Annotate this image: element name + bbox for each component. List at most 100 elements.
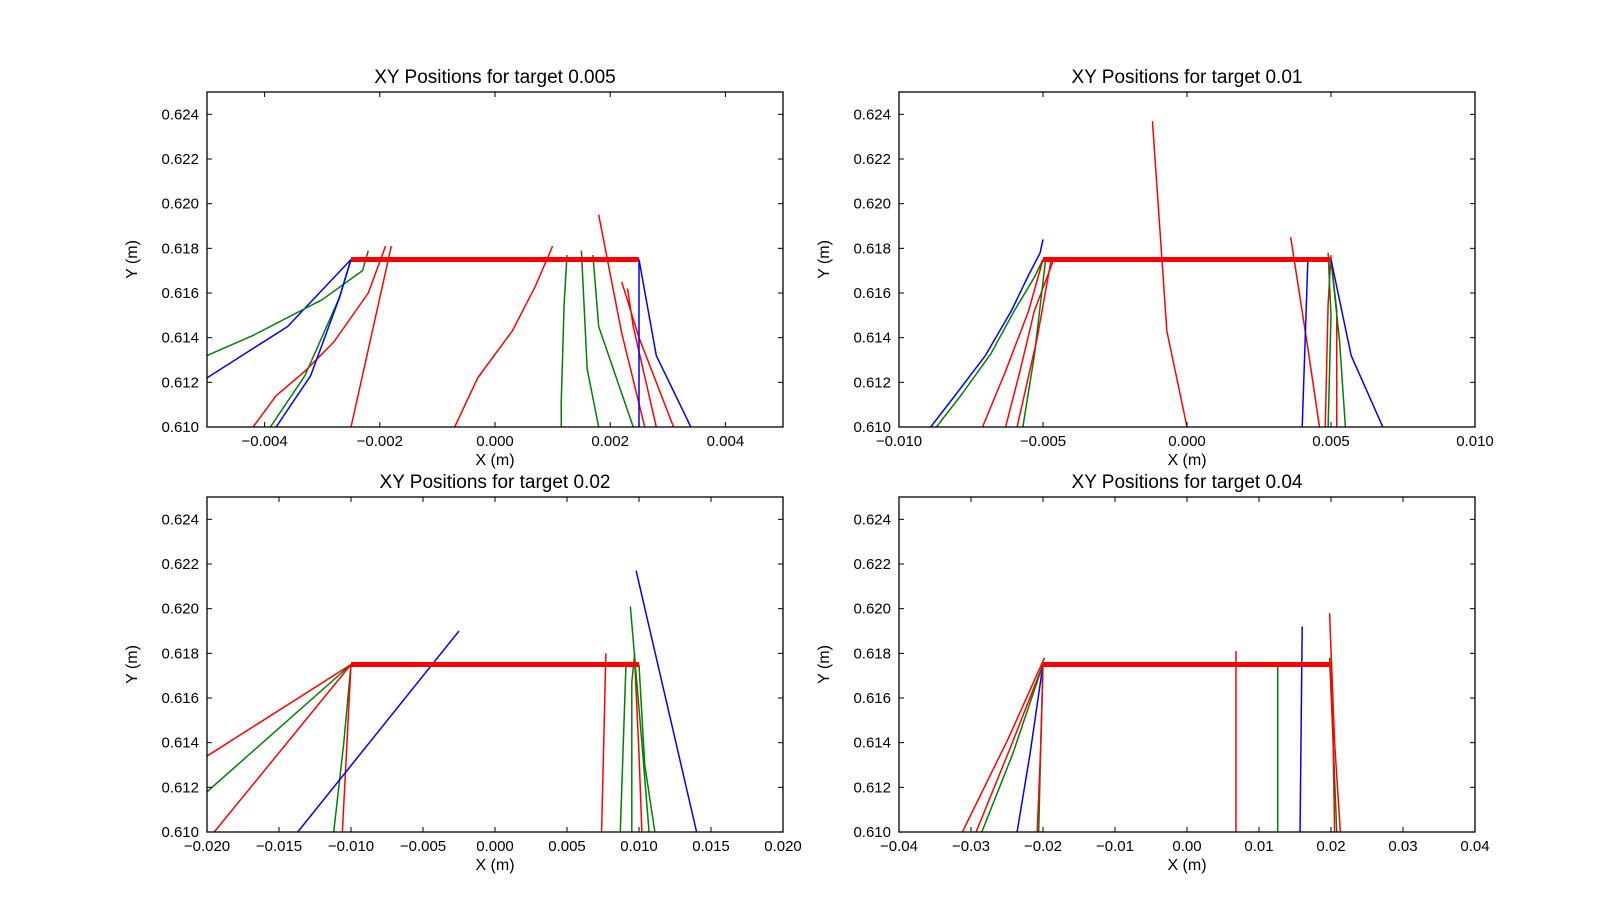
series-line-8 [560,254,568,427]
chart-panel-4: −0.04 −0.03 −0.02 −0.01 0.00 0.01 0.02 0.03 0.04… [816,472,1490,874]
y-tick-label: 0.616 [853,285,891,302]
y-tick-label: 0.614 [161,735,199,752]
series-line-11 [629,606,650,832]
y-tick-label: 0.618 [853,645,891,662]
series-line-3 [981,259,1044,427]
series-line-8 [1289,237,1321,427]
series-line-12 [1329,664,1336,832]
series-line-5 [1022,257,1047,427]
x-axis-label: X (m) [475,857,514,874]
y-axis-label: Y (m) [124,645,141,684]
x-tick-label: 0.000 [1168,433,1206,450]
series-line-15 [638,259,692,427]
series-line-2 [207,663,352,793]
series-line-10 [592,254,634,427]
y-tick-label: 0.620 [161,601,199,618]
x-tick-label: 0.000 [476,433,514,450]
x-tick-label: −0.02 [1024,838,1062,855]
y-tick-label: 0.616 [161,690,199,707]
x-tick-label: −0.010 [876,433,922,450]
y-tick-label: 0.610 [161,824,199,841]
series-line-10 [1328,613,1342,832]
y-axis-label: Y (m) [124,240,141,279]
x-axis-label: X (m) [1167,857,1206,874]
series-line-2 [207,250,370,357]
y-tick-label: 0.610 [853,824,891,841]
plot-area [207,214,692,427]
series-line-6 [1016,257,1053,427]
chart-panel-1: −0.004 −0.002 0.000 0.002 0.004 0.610 0.612 0.6… [124,67,784,469]
x-tick-label: −0.005 [1020,433,1066,450]
chart-title: XY Positions for target 0.02 [380,472,611,493]
series-line-3 [213,664,352,832]
x-tick-label: −0.010 [328,838,374,855]
y-tick-label: 0.622 [853,556,891,573]
plot-area [961,613,1342,832]
chart-title: XY Positions for target 0.01 [1072,67,1303,88]
series-line-10 [633,659,643,832]
y-tick-label: 0.610 [161,419,199,436]
x-axis-label: X (m) [475,452,514,469]
x-tick-label: −0.04 [880,838,918,855]
y-tick-label: 0.612 [853,779,891,796]
chart-panel-2: −0.010 −0.005 0.000 0.005 0.010 0.610 0.612 0.6… [816,67,1494,469]
series-line-4 [332,664,352,832]
x-tick-label: −0.01 [1096,838,1134,855]
series-line-1 [207,663,352,757]
series-line-5 [275,259,352,427]
y-tick-label: 0.624 [853,511,891,528]
chart-panel-3: −0.020 −0.015 −0.010 −0.005 0.000 0.005 0.010 0… [124,472,802,874]
series-line-13 [1330,259,1347,427]
series-line-8 [619,662,627,832]
x-tick-label: 0.03 [1388,838,1417,855]
y-tick-label: 0.622 [853,151,891,168]
x-tick-label: −0.020 [184,838,230,855]
y-tick-label: 0.612 [161,779,199,796]
x-tick-label: −0.002 [357,433,403,450]
x-tick-label: −0.015 [256,838,302,855]
series-line-1 [930,239,1044,427]
series-line-9 [580,250,600,427]
series-line-9 [1299,626,1303,832]
series-line-11 [597,214,646,427]
series-line-2 [935,259,1044,427]
series-line-3 [252,245,387,427]
series-line-4 [1016,664,1044,832]
x-tick-label: −0.03 [952,838,990,855]
series-line-5 [341,664,352,832]
y-tick-label: 0.612 [853,374,891,391]
y-tick-label: 0.624 [161,106,199,123]
x-tick-label: 0.04 [1460,838,1489,855]
y-tick-label: 0.618 [161,240,199,257]
x-tick-label: 0.015 [692,838,730,855]
x-tick-label: 0.002 [591,433,629,450]
series-line-12 [638,664,656,832]
x-tick-label: 0.005 [1312,433,1350,450]
y-tick-label: 0.614 [161,330,199,347]
x-tick-label: 0.010 [620,838,658,855]
y-tick-label: 0.616 [161,285,199,302]
y-tick-label: 0.612 [161,374,199,391]
y-tick-label: 0.622 [161,556,199,573]
series-line-3 [981,664,1044,832]
plot-area [930,120,1384,427]
series-line-10 [1324,254,1332,427]
series-line-13 [635,570,698,832]
y-tick-label: 0.618 [161,645,199,662]
y-tick-label: 0.616 [853,690,891,707]
series-line-9 [1301,257,1309,427]
y-tick-label: 0.622 [161,151,199,168]
series-line-11 [1327,252,1332,427]
series-line-7 [1151,120,1188,427]
chart-title: XY Positions for target 0.04 [1072,472,1303,493]
x-tick-label: 0.005 [548,838,586,855]
x-tick-label: 0.010 [1456,433,1494,450]
series-line-7 [600,653,607,832]
chart-title: XY Positions for target 0.005 [374,67,616,88]
series-line-7 [454,245,554,427]
series-line-2 [975,664,1044,832]
y-tick-label: 0.620 [853,601,891,618]
y-tick-label: 0.620 [161,196,199,213]
series-line-14 [1330,259,1384,427]
